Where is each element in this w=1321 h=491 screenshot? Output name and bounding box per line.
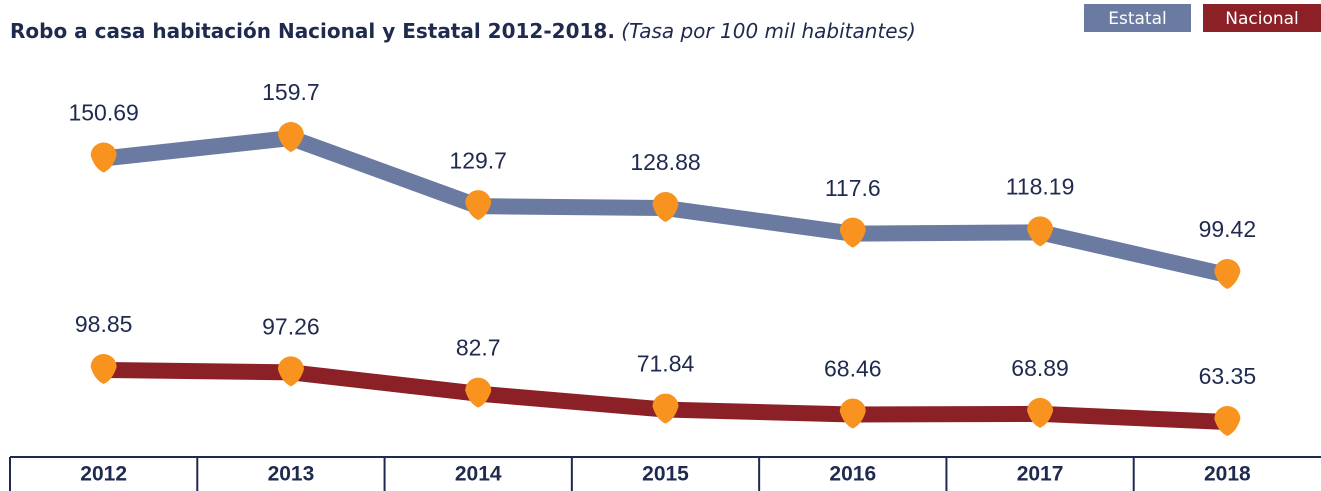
point-marker xyxy=(1027,397,1054,428)
point-marker xyxy=(277,356,304,387)
data-label: 71.84 xyxy=(637,351,695,377)
data-label: 98.85 xyxy=(75,311,133,337)
point-marker xyxy=(652,192,679,223)
point-marker xyxy=(90,142,117,173)
point-marker xyxy=(465,190,492,221)
point-marker xyxy=(90,354,117,384)
point-marker xyxy=(839,398,866,429)
point-marker xyxy=(1214,259,1241,289)
chart-title: Robo a casa habitación Nacional y Estata… xyxy=(10,19,615,43)
point-marker xyxy=(465,377,492,408)
data-label: 99.42 xyxy=(1199,216,1257,242)
data-label: 117.6 xyxy=(825,175,881,201)
data-label: 82.7 xyxy=(456,335,501,361)
x-tick-label: 2012 xyxy=(80,463,127,486)
chart-title-group: Robo a casa habitación Nacional y Estata… xyxy=(10,19,916,43)
data-label: 68.46 xyxy=(824,356,882,382)
point-marker xyxy=(839,217,866,248)
legend-swatch xyxy=(1203,4,1321,32)
legend-label: Nacional xyxy=(1225,9,1299,29)
point-marker xyxy=(277,122,304,152)
point-marker xyxy=(1027,216,1054,247)
data-label: 68.89 xyxy=(1011,355,1069,381)
legend-label: Estatal xyxy=(1108,9,1167,29)
x-tick-label: 2017 xyxy=(1017,463,1064,486)
legend-swatch xyxy=(1084,4,1191,32)
data-label: 97.26 xyxy=(262,313,320,339)
data-label: 150.69 xyxy=(68,100,138,126)
data-label: 159.7 xyxy=(262,79,320,105)
x-tick-label: 2014 xyxy=(455,463,502,486)
x-tick-label: 2013 xyxy=(268,463,315,486)
x-tick-label: 2016 xyxy=(829,463,876,486)
x-tick-label: 2018 xyxy=(1204,463,1251,486)
data-label: 128.88 xyxy=(630,149,700,175)
x-tick-label: 2015 xyxy=(642,463,689,486)
point-marker xyxy=(652,393,679,424)
data-label: 129.7 xyxy=(449,147,507,173)
point-marker xyxy=(1214,406,1241,436)
data-label: 118.19 xyxy=(1006,173,1075,199)
chart-subtitle: (Tasa por 100 mil habitantes) xyxy=(621,19,916,43)
data-label: 63.35 xyxy=(1199,363,1257,389)
